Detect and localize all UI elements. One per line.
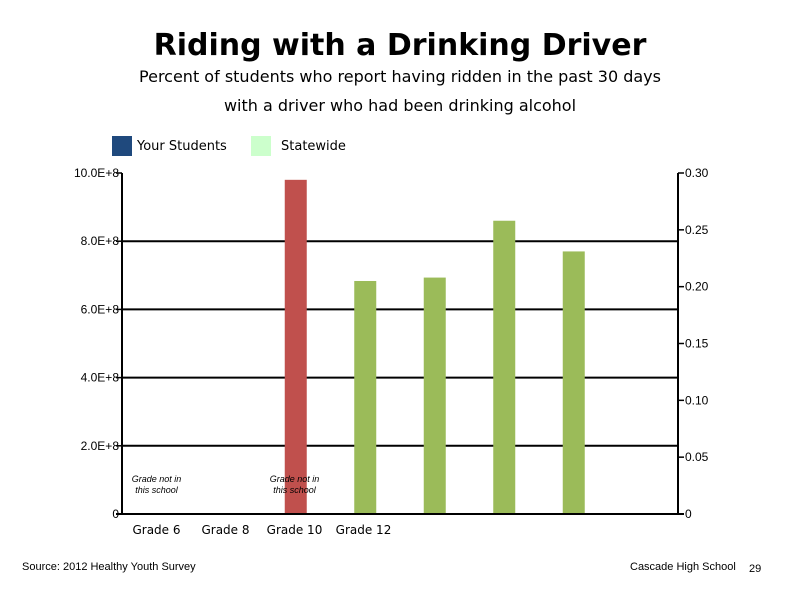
left-tick-label-2: 4.0E+8	[81, 371, 120, 385]
footer-page-number: 29	[749, 563, 762, 575]
right-tick-label-6: 0.30	[685, 166, 709, 180]
bar-4	[562, 251, 585, 514]
right-tick-label-3: 0.15	[685, 337, 709, 351]
left-tick-label-1: 2.0E+8	[81, 439, 120, 453]
legend-item-your-students: Your Students	[112, 136, 227, 156]
annotation-1-line-0: Grade not in	[270, 474, 320, 484]
right-tick-label-2: 0.10	[685, 393, 709, 407]
bar-3	[493, 220, 516, 515]
bar-0	[284, 179, 307, 514]
left-tick-label-4: 8.0E+8	[81, 234, 120, 248]
right-tick-label-4: 0.20	[685, 280, 709, 294]
bar-1	[354, 280, 377, 514]
legend-swatch-your-students	[112, 136, 132, 156]
chart-title: Riding with a Drinking Driver	[153, 28, 647, 63]
legend-label-your-students: Your Students	[137, 138, 227, 154]
annotation-0-line-0: Grade not in	[132, 474, 182, 484]
category-label-1: Grade 8	[201, 523, 249, 537]
left-tick-label-5: 10.0E+8	[74, 166, 119, 180]
bar-2	[423, 277, 446, 514]
right-tick-label-5: 0.25	[685, 223, 709, 237]
right-tick-label-1: 0.05	[685, 450, 709, 464]
category-label-3: Grade 12	[336, 523, 392, 537]
chart-subtitle-line-2: with a driver who had been drinking alco…	[223, 96, 577, 115]
annotation-0-line-1: this school	[135, 485, 179, 495]
footer-source: Source: 2012 Healthy Youth Survey	[22, 561, 196, 573]
legend-swatch-statewide	[251, 136, 271, 156]
legend-label-statewide: Statewide	[281, 138, 346, 154]
left-tick-label-3: 6.0E+8	[81, 302, 120, 316]
chart-subtitle-line-1: Percent of students who report having ri…	[139, 67, 661, 86]
right-tick-label-0: 0	[685, 507, 692, 521]
left-tick-label-0: 0	[112, 507, 119, 521]
category-label-2: Grade 10	[267, 523, 323, 537]
category-label-0: Grade 6	[132, 523, 180, 537]
footer-school-name: Cascade High School	[630, 561, 736, 573]
annotation-1-line-1: this school	[273, 485, 317, 495]
legend-item-statewide: Statewide	[251, 136, 346, 156]
